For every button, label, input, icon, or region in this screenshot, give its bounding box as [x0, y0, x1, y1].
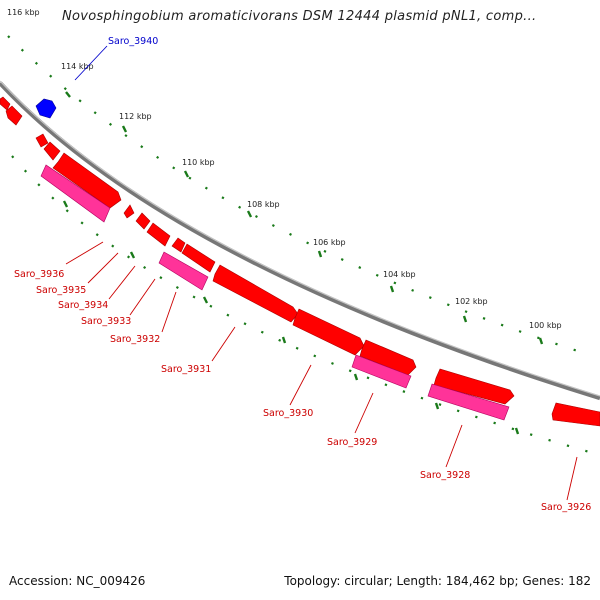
gene-cds-saro-3936[interactable]: [40, 164, 111, 223]
tick-label: 112 kbp: [119, 112, 152, 121]
gene-label-saro-3928[interactable]: Saro_3928: [420, 470, 470, 481]
gene-label-saro-3932[interactable]: Saro_3932: [110, 334, 160, 345]
gene-cds-saro-3928[interactable]: [427, 383, 510, 421]
leader-saro-3926: [566, 456, 578, 501]
map-title: Novosphingobium aromaticivorans DSM 1244…: [62, 9, 537, 24]
gene-arrow[interactable]: [35, 133, 49, 148]
gene-arrow[interactable]: [0, 96, 11, 111]
gene-label-saro-3940[interactable]: Saro_3940: [108, 36, 158, 47]
gene-arrow[interactable]: [5, 105, 23, 126]
major-tick: [202, 296, 209, 304]
tick-label: 100 kbp: [529, 321, 562, 330]
topology-summary: Topology: circular; Length: 184,462 bp; …: [284, 574, 591, 588]
gene-arrow-saro-3930[interactable]: [292, 308, 365, 356]
leader-saro-3935: [87, 252, 119, 284]
gene-arrow-saro-3935[interactable]: [123, 204, 135, 219]
leader-saro-3931: [211, 326, 236, 362]
forward-strand-genes: [35, 98, 57, 119]
accession-text: Accession: NC_009426: [9, 574, 146, 588]
leader-saro-3934: [108, 265, 136, 300]
major-tick: [183, 170, 190, 178]
tick-label: 104 kbp: [383, 270, 416, 279]
tick-label: 110 kbp: [182, 158, 215, 167]
major-tick: [281, 336, 287, 344]
major-tick: [462, 315, 468, 323]
gene-label-saro-3933[interactable]: Saro_3933: [81, 316, 131, 327]
plasmid-backbone: [0, 81, 600, 401]
gene-label-saro-3934[interactable]: Saro_3934: [58, 300, 108, 311]
gene-labels: Saro_3940 Saro_3936 Saro_3935 Saro_3934 …: [14, 36, 591, 513]
gene-label-saro-3929[interactable]: Saro_3929: [327, 437, 377, 448]
major-tick: [65, 91, 71, 98]
gene-arrow[interactable]: [43, 141, 61, 161]
gene-arrow-saro-3929[interactable]: [359, 339, 417, 376]
gene-arrow-saro-3934[interactable]: [135, 212, 151, 230]
tick-label: 114 kbp: [61, 62, 94, 71]
leader-saro-3940: [74, 45, 108, 81]
tick-label: 102 kbp: [455, 297, 488, 306]
leader-saro-3929: [354, 392, 374, 434]
gene-arrow-saro-3940[interactable]: [35, 98, 57, 119]
gene-arrow-saro-3936[interactable]: [52, 152, 122, 209]
label-leaders: [65, 45, 578, 501]
outer-tick-ring: [7, 35, 591, 357]
gene-arrow-saro-3926[interactable]: [551, 402, 600, 427]
gene-label-saro-3931[interactable]: Saro_3931: [161, 364, 211, 375]
leader-saro-3930: [289, 364, 312, 406]
major-tick: [389, 285, 395, 293]
major-tick: [514, 427, 520, 435]
tick-labels: 116 kbp 114 kbp 112 kbp 110 kbp 108 kbp …: [7, 8, 562, 330]
reverse-strand-genes: [0, 96, 600, 427]
gene-cds-saro-3932[interactable]: [158, 251, 209, 291]
leader-saro-3933: [129, 278, 156, 316]
major-tick: [317, 250, 323, 258]
major-tick: [62, 200, 69, 208]
leader-saro-3928: [445, 424, 463, 468]
leader-saro-3936: [65, 241, 104, 265]
major-tick: [129, 251, 136, 259]
gene-label-saro-3930[interactable]: Saro_3930: [263, 408, 313, 419]
gene-arrow-saro-3933[interactable]: [146, 222, 171, 247]
gene-arrow-saro-3932[interactable]: [171, 237, 186, 253]
leader-saro-3932: [161, 291, 177, 333]
gene-label-saro-3935[interactable]: Saro_3935: [36, 285, 86, 296]
major-tick: [538, 337, 544, 345]
gene-label-saro-3926[interactable]: Saro_3926: [541, 502, 591, 513]
major-ticks: [65, 91, 544, 345]
tick-label: 116 kbp: [7, 8, 40, 17]
gene-arrow[interactable]: [181, 243, 216, 273]
gene-cds-saro-3929[interactable]: [351, 354, 412, 389]
major-tick: [246, 210, 253, 218]
tick-label: 108 kbp: [247, 200, 280, 209]
gene-label-saro-3936[interactable]: Saro_3936: [14, 269, 64, 280]
gene-arrow-saro-3931[interactable]: [212, 264, 299, 323]
major-tick: [121, 125, 128, 133]
inner-major-ticks: [62, 200, 520, 435]
tick-label: 106 kbp: [313, 238, 346, 247]
major-tick: [434, 402, 440, 410]
major-tick: [353, 373, 359, 381]
plasmid-backbone-highlight: [0, 80, 600, 397]
